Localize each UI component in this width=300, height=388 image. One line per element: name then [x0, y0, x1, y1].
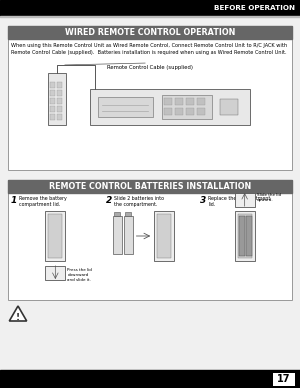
- Bar: [239, 216, 245, 256]
- Text: 1: 1: [11, 196, 17, 205]
- Bar: [175, 98, 183, 105]
- Bar: [197, 98, 205, 105]
- Bar: [90, 89, 250, 125]
- Bar: [114, 212, 120, 216]
- Bar: [50, 106, 55, 112]
- Bar: [0, 0, 300, 16]
- Bar: [273, 372, 295, 386]
- Bar: [57, 106, 62, 112]
- Bar: [197, 108, 205, 115]
- Bar: [8, 180, 292, 300]
- Text: Remove the battery
compartment lid.: Remove the battery compartment lid.: [19, 196, 67, 207]
- Text: BEFORE OPERATION: BEFORE OPERATION: [214, 5, 295, 11]
- Bar: [98, 97, 153, 117]
- Bar: [8, 180, 292, 193]
- Bar: [124, 216, 133, 254]
- Bar: [164, 108, 172, 115]
- Bar: [45, 211, 65, 261]
- Bar: [112, 216, 122, 254]
- Bar: [0, 16, 300, 17]
- Bar: [162, 95, 212, 119]
- Bar: [48, 73, 66, 125]
- Bar: [164, 98, 172, 105]
- Bar: [50, 90, 55, 96]
- Bar: [157, 214, 171, 258]
- Text: WIRED REMOTE CONTROL OPERATION: WIRED REMOTE CONTROL OPERATION: [65, 28, 235, 37]
- Bar: [8, 26, 292, 170]
- Bar: [186, 108, 194, 115]
- Text: Press the lid
downward
and slide it.: Press the lid downward and slide it.: [67, 268, 92, 282]
- Bar: [8, 26, 292, 39]
- Text: Remote Control Cable (supplied): Remote Control Cable (supplied): [107, 65, 193, 70]
- Text: Slide the lid
upward.: Slide the lid upward.: [257, 193, 281, 202]
- Text: !: !: [16, 312, 20, 322]
- Bar: [57, 90, 62, 96]
- Bar: [246, 216, 252, 256]
- Bar: [235, 193, 255, 207]
- Bar: [175, 108, 183, 115]
- Bar: [0, 370, 300, 388]
- Bar: [48, 214, 62, 258]
- Text: REMOTE CONTROL BATTERIES INSTALLATION: REMOTE CONTROL BATTERIES INSTALLATION: [49, 182, 251, 191]
- Bar: [57, 114, 62, 120]
- Text: Replace the compartment
lid.: Replace the compartment lid.: [208, 196, 271, 207]
- Polygon shape: [9, 306, 27, 321]
- Text: Slide 2 batteries into
the compartment.: Slide 2 batteries into the compartment.: [114, 196, 164, 207]
- Bar: [50, 114, 55, 120]
- Text: 3: 3: [200, 196, 207, 205]
- Text: When using this Remote Control Unit as Wired Remote Control, Connect Remote Cont: When using this Remote Control Unit as W…: [11, 43, 287, 55]
- Text: 2: 2: [106, 196, 112, 205]
- Bar: [50, 82, 55, 88]
- Bar: [57, 98, 62, 104]
- Bar: [45, 266, 65, 280]
- Bar: [125, 212, 131, 216]
- Bar: [50, 98, 55, 104]
- Bar: [235, 211, 255, 261]
- Bar: [57, 82, 62, 88]
- Bar: [154, 211, 174, 261]
- Bar: [238, 214, 252, 258]
- Bar: [220, 99, 238, 115]
- Text: 17: 17: [277, 374, 291, 384]
- Bar: [186, 98, 194, 105]
